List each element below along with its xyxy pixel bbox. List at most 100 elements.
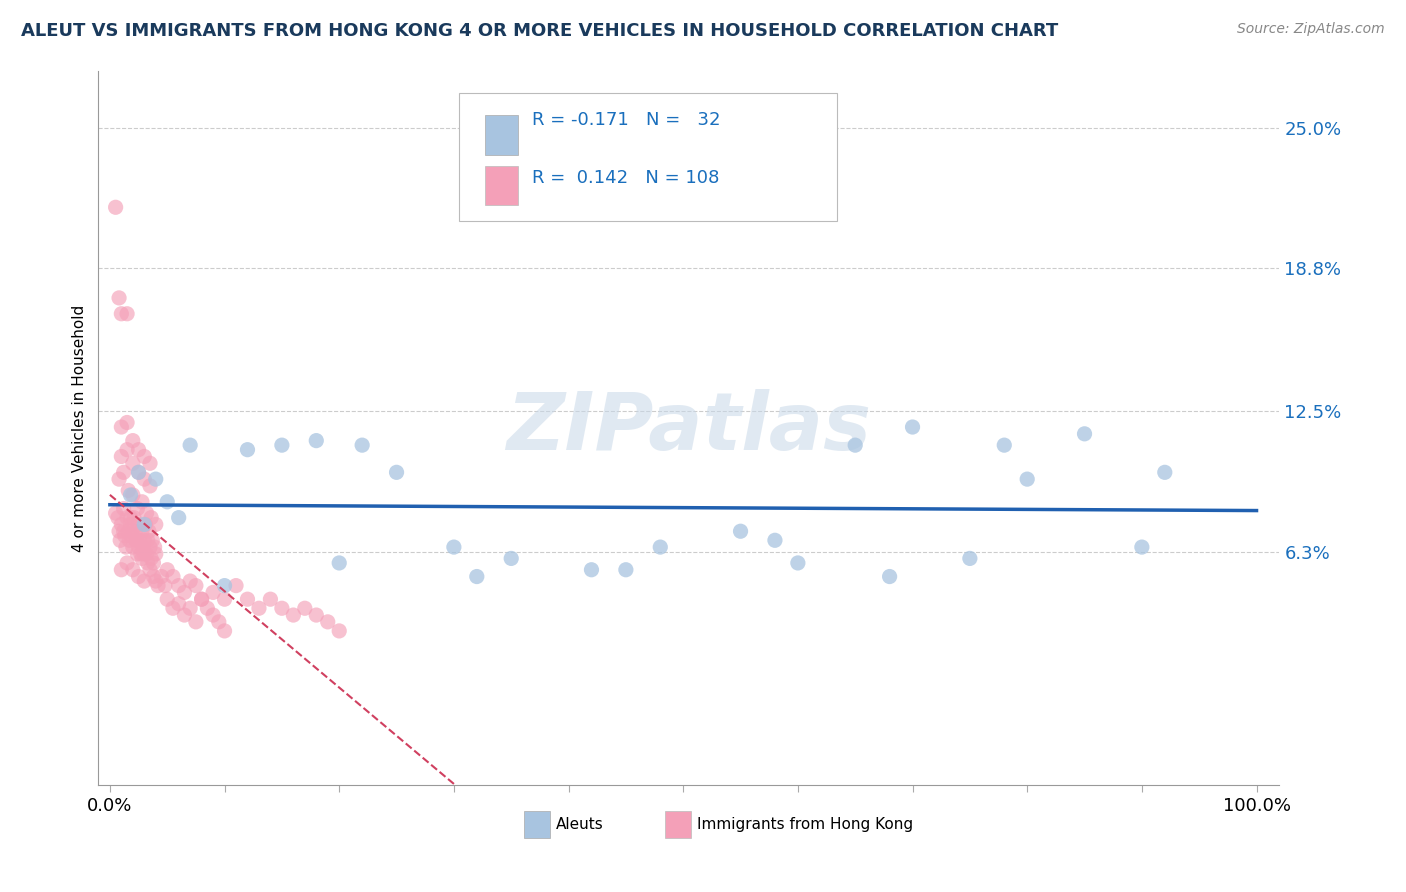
Point [115, 307, 138, 321]
Point [162, 601, 184, 615]
Point [283, 608, 305, 623]
Point [128, 466, 150, 480]
Point [134, 517, 156, 532]
Point [150, 569, 173, 583]
Point [134, 450, 156, 464]
Point [270, 601, 292, 615]
FancyBboxPatch shape [458, 93, 837, 221]
FancyBboxPatch shape [485, 115, 517, 154]
Point [110, 450, 132, 464]
Point [901, 420, 924, 434]
Text: Source: ZipAtlas.com: Source: ZipAtlas.com [1237, 22, 1385, 37]
Point [134, 472, 156, 486]
Point [122, 510, 145, 524]
Point [120, 488, 142, 502]
Point [786, 556, 808, 570]
Point [202, 608, 225, 623]
Point [131, 495, 153, 509]
Point [128, 466, 150, 480]
Point [127, 547, 149, 561]
FancyBboxPatch shape [665, 812, 692, 838]
Point [844, 438, 866, 452]
Point [145, 517, 167, 532]
Point [128, 517, 150, 532]
Point [135, 547, 157, 561]
Point [316, 615, 339, 629]
Point [167, 579, 190, 593]
Point [110, 563, 132, 577]
FancyBboxPatch shape [523, 812, 550, 838]
Point [465, 569, 488, 583]
Point [135, 506, 157, 520]
Point [134, 574, 156, 588]
Point [352, 438, 374, 452]
Point [131, 524, 153, 539]
Point [115, 540, 138, 554]
Point [879, 569, 901, 583]
Point [143, 540, 166, 554]
Point [121, 540, 143, 554]
Point [173, 608, 195, 623]
Point [145, 547, 167, 561]
Point [173, 585, 195, 599]
Point [139, 456, 162, 470]
Point [121, 434, 143, 448]
Point [763, 533, 786, 548]
Point [142, 569, 165, 583]
Point [190, 592, 212, 607]
Point [112, 501, 135, 516]
Point [156, 592, 179, 607]
Point [1073, 426, 1095, 441]
Point [131, 551, 153, 566]
Point [139, 563, 162, 577]
Point [108, 472, 131, 486]
Point [208, 615, 231, 629]
Point [581, 563, 603, 577]
Point [104, 200, 127, 214]
Point [328, 556, 350, 570]
Point [501, 551, 523, 566]
Point [128, 442, 150, 457]
Point [179, 601, 201, 615]
Point [134, 533, 156, 548]
Point [184, 579, 207, 593]
Point [110, 420, 132, 434]
Point [134, 547, 156, 561]
Point [141, 510, 163, 524]
Point [162, 569, 184, 583]
Point [139, 540, 162, 554]
Point [110, 517, 132, 532]
Point [179, 438, 201, 452]
Point [136, 556, 159, 570]
Point [110, 307, 132, 321]
Point [115, 416, 138, 430]
Point [156, 495, 179, 509]
Point [138, 524, 160, 539]
Point [145, 472, 167, 486]
Point [121, 524, 143, 539]
Point [121, 529, 143, 543]
Point [214, 579, 236, 593]
Point [730, 524, 752, 539]
Text: Immigrants from Hong Kong: Immigrants from Hong Kong [697, 817, 914, 832]
Point [959, 551, 981, 566]
Point [128, 540, 150, 554]
Point [134, 517, 156, 532]
Text: R = -0.171   N =   32: R = -0.171 N = 32 [531, 112, 720, 129]
Point [108, 533, 131, 548]
Point [167, 510, 190, 524]
Text: ZIPatlas: ZIPatlas [506, 389, 872, 467]
Point [184, 615, 207, 629]
Point [270, 438, 292, 452]
Point [1017, 472, 1039, 486]
Point [139, 479, 162, 493]
Point [115, 556, 138, 570]
Point [1153, 466, 1175, 480]
Point [141, 551, 163, 566]
Y-axis label: 4 or more Vehicles in Household: 4 or more Vehicles in Household [72, 304, 87, 552]
Point [117, 483, 139, 498]
Point [125, 533, 148, 548]
Point [115, 442, 138, 457]
Point [214, 624, 236, 638]
Point [247, 601, 270, 615]
